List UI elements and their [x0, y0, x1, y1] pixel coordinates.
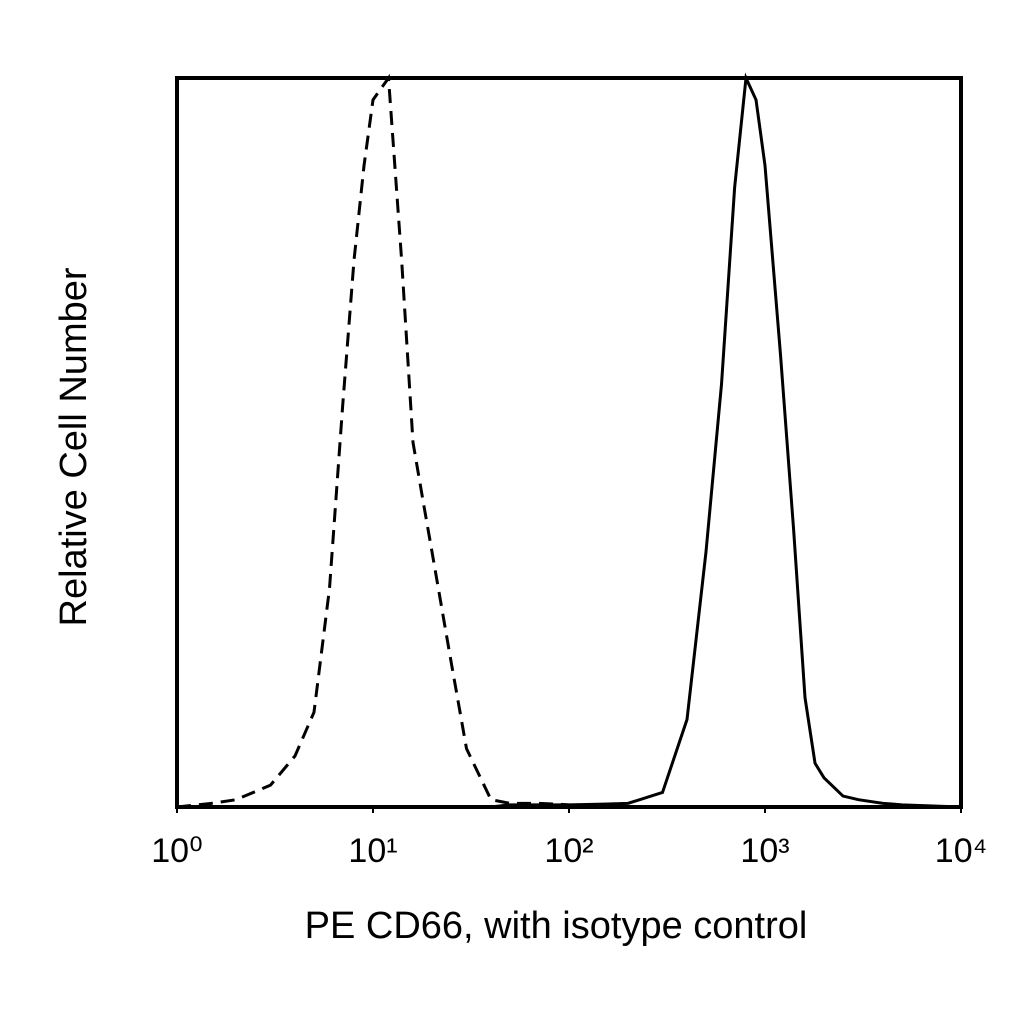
x-tick-label: 10² [544, 832, 593, 870]
x-tick-label: 10⁰ [151, 832, 202, 870]
x-tick-label: 10³ [740, 832, 789, 870]
histogram-line [177, 72, 962, 809]
x-tick-label: 10¹ [348, 832, 397, 870]
plot-frame [175, 76, 963, 809]
histogram-line [176, 73, 961, 809]
x-axis-title: PE CD66, with isotype control [305, 905, 808, 947]
x-tick-label: 10⁴ [935, 832, 987, 870]
y-axis-title: Relative Cell Number [53, 267, 95, 626]
